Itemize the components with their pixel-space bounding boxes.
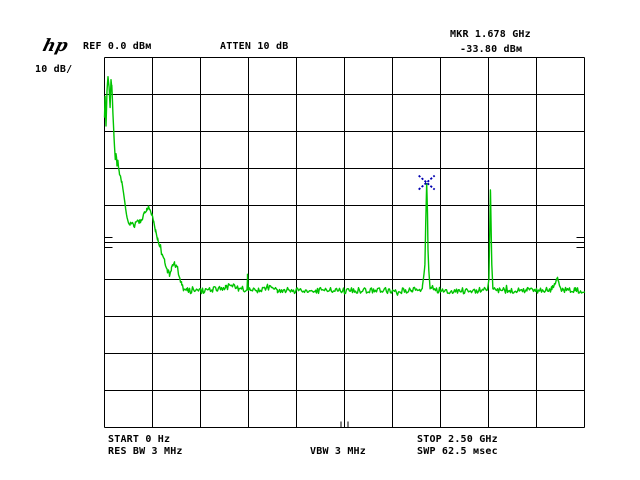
video-bw-readout: VBW 3 MHz: [310, 446, 366, 457]
ref-level-readout: REF 0.0 dBм: [83, 41, 152, 52]
trace: [103, 75, 586, 296]
marker-amplitude-readout: -33.80 dBм: [460, 44, 523, 55]
attenuation-readout: ATTEN 10 dB: [220, 41, 289, 52]
marker-cross-icon: [418, 174, 436, 191]
marker-frequency-readout: MKR 1.678 GHz: [450, 29, 531, 40]
sweep-time-readout: SWP 62.5 мsec: [417, 446, 498, 457]
res-bw-readout: RES BW 3 MHz: [108, 446, 183, 457]
stop-frequency-readout: STOP 2.50 GHz: [417, 434, 498, 445]
start-frequency-readout: START 0 Hz: [108, 434, 171, 445]
vertical-scale-readout: 10 dB/: [35, 64, 73, 75]
